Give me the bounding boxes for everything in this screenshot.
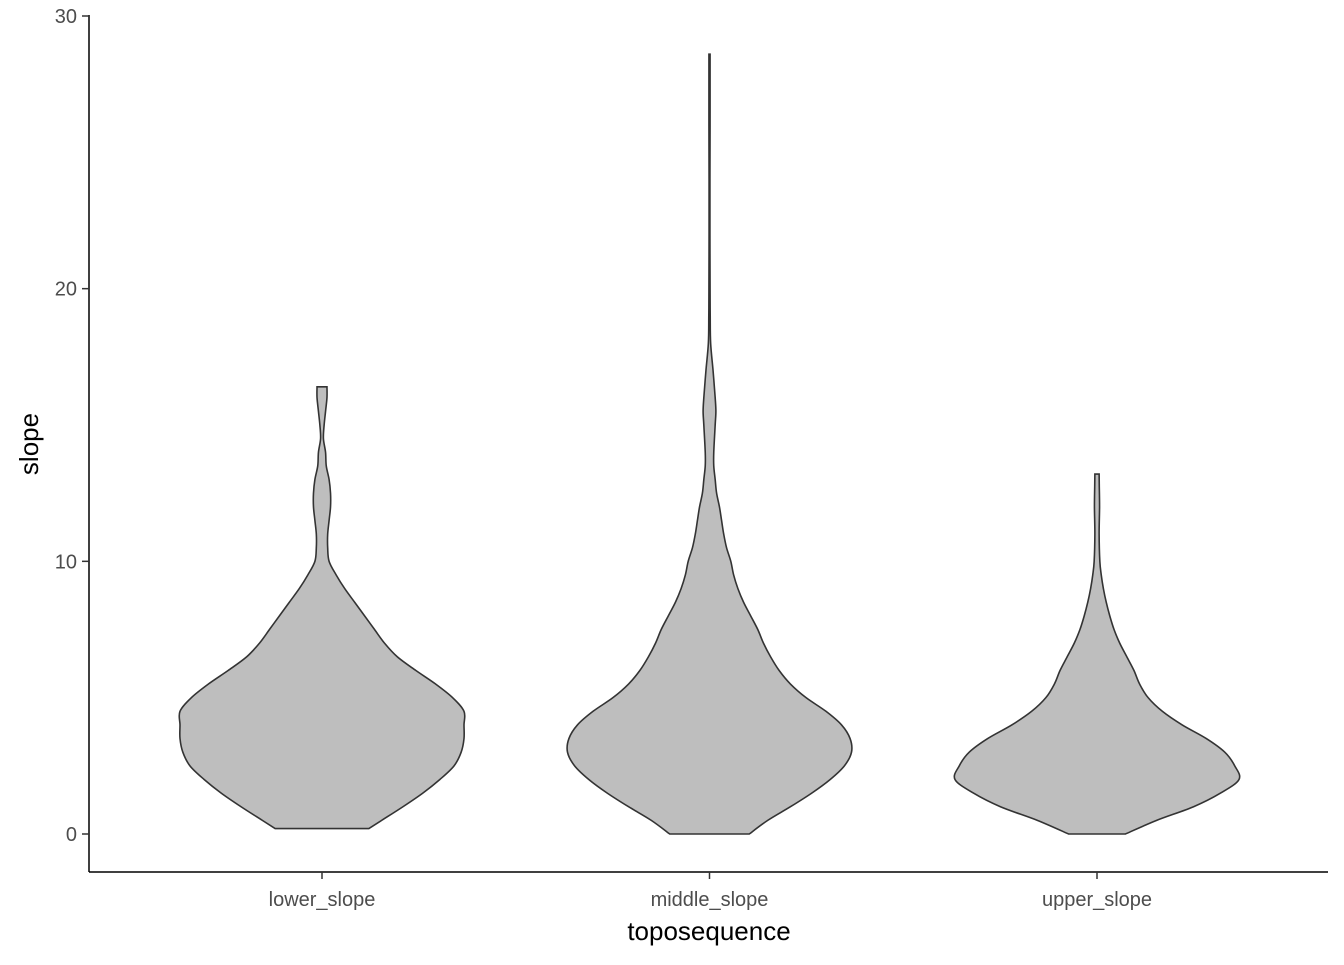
- x-tick-label-lower-slope: lower_slope: [269, 889, 376, 911]
- x-axis-title: toposequence: [627, 916, 790, 946]
- violin-upper-slope: [953, 473, 1241, 835]
- y-ticks: 0 10 20 30: [55, 6, 89, 846]
- violin-middle-slope: [566, 53, 853, 835]
- x-tick-label-middle-slope: middle_slope: [651, 889, 769, 911]
- y-tick-label: 10: [55, 551, 77, 573]
- y-axis-title: slope: [14, 413, 44, 475]
- y-tick-label: 20: [55, 279, 77, 301]
- x-ticks: lower_slope middle_slope upper_slope: [269, 872, 1152, 911]
- y-tick-label: 30: [55, 6, 77, 28]
- violins-layer: [178, 53, 1241, 835]
- violin-lower-slope: [178, 386, 466, 830]
- x-tick-label-upper-slope: upper_slope: [1042, 889, 1152, 911]
- y-tick-label: 0: [66, 824, 77, 846]
